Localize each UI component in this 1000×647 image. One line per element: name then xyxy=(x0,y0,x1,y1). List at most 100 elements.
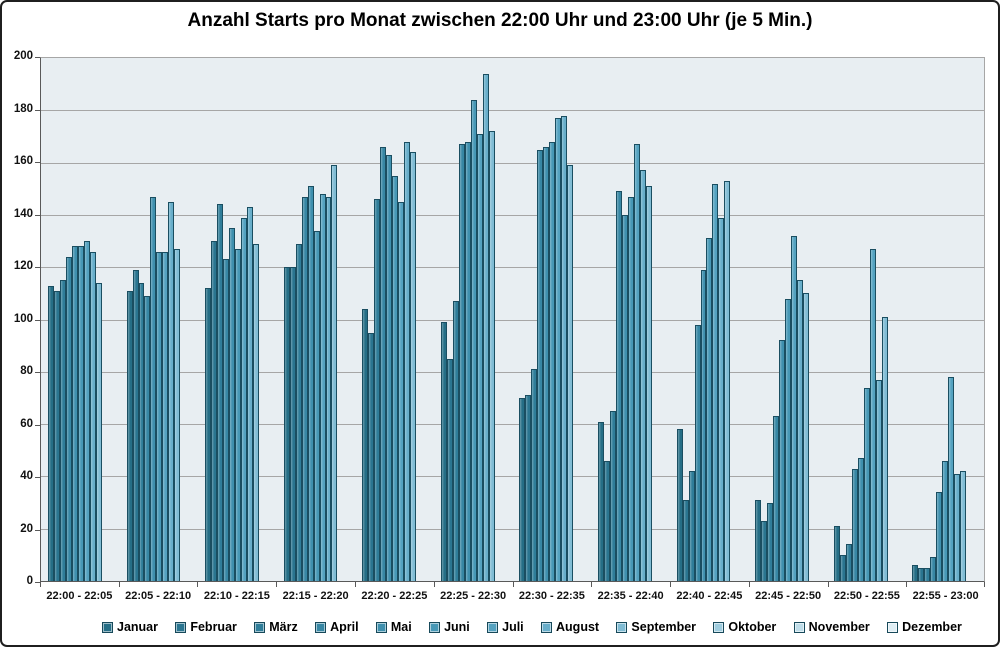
bar-februar-22:50-22:55 xyxy=(839,554,846,581)
bar-slot xyxy=(706,58,713,581)
y-tick xyxy=(35,424,40,426)
bar-mai-22:30-22:35 xyxy=(543,146,550,581)
bar-group xyxy=(670,58,749,581)
legend-swatch-icon xyxy=(541,621,553,633)
legend-item-juni: Juni xyxy=(429,620,470,634)
bar-februar-22:15-22:20 xyxy=(289,267,296,581)
bar-april-22:40-22:45 xyxy=(694,324,701,581)
legend-item-april: April xyxy=(315,620,359,634)
bar-slot xyxy=(633,58,640,581)
bar-april-22:35-22:40 xyxy=(615,191,622,581)
bar-slot xyxy=(537,58,544,581)
bar-september-22:45-22:50 xyxy=(802,293,809,581)
bar-mai-22:45-22:50 xyxy=(779,340,786,581)
y-tick-label: 60 xyxy=(20,417,33,430)
bar-august-22:30-22:35 xyxy=(561,115,568,581)
bar-mai-22:00-22:05 xyxy=(71,246,78,581)
bar-slot xyxy=(240,58,247,581)
x-tick xyxy=(669,582,671,587)
x-tick xyxy=(197,582,199,587)
bar-slot xyxy=(458,58,465,581)
bar-slot xyxy=(869,58,876,581)
bar-slot xyxy=(791,58,797,581)
legend-item-oktober: Oktober xyxy=(713,620,776,634)
bar-group xyxy=(827,58,906,581)
bar-slot xyxy=(289,58,296,581)
bar-slot xyxy=(688,58,695,581)
bar-januar-22:40-22:45 xyxy=(676,429,683,581)
bar-slot xyxy=(875,58,882,581)
bar-slot xyxy=(833,58,840,581)
bar-juli-22:30-22:35 xyxy=(555,118,562,581)
bar-slot xyxy=(301,58,308,581)
bar-juli-22:10-22:15 xyxy=(240,217,247,581)
y-tick-label: 40 xyxy=(20,470,33,482)
legend-item-februar: Februar xyxy=(175,620,237,634)
bar-september-22:20-22:25 xyxy=(410,152,417,581)
legend-item-dezember: Dezember xyxy=(887,620,962,634)
legend-swatch-icon xyxy=(793,621,805,633)
bar-slot xyxy=(918,58,925,581)
bar-slot xyxy=(313,58,320,581)
x-tick-label: 22:45 - 22:50 xyxy=(755,590,822,602)
legend-item-januar: Januar xyxy=(102,620,158,634)
bar-januar-22:05-22:10 xyxy=(126,290,133,581)
x-tick-label: 22:00 - 22:05 xyxy=(46,590,113,602)
legend-swatch-icon xyxy=(713,621,725,633)
y-tick xyxy=(35,529,40,531)
bar-januar-22:55-23:00 xyxy=(912,565,919,581)
bar-slot xyxy=(217,58,224,581)
bar-mai-22:20-22:25 xyxy=(386,154,393,581)
bar-slot xyxy=(773,58,780,581)
y-tick-label: 180 xyxy=(13,102,33,115)
bar-group xyxy=(434,58,513,581)
bar-februar-22:10-22:15 xyxy=(211,241,218,581)
bar-group xyxy=(277,58,356,581)
bar-slot xyxy=(863,58,870,581)
bar-slot xyxy=(694,58,701,581)
bar-slot xyxy=(229,58,235,581)
gridline xyxy=(41,110,984,112)
legend-item-august: August xyxy=(541,620,599,634)
bar-september-22:40-22:45 xyxy=(724,180,731,581)
x-tick xyxy=(276,582,278,587)
bar-april-22:55-23:00 xyxy=(930,557,937,581)
bar-slot xyxy=(912,58,919,581)
x-tick xyxy=(827,582,829,587)
bar-slot xyxy=(525,58,532,581)
bar-slot xyxy=(531,58,538,581)
bar-slot xyxy=(446,58,453,581)
bar-märz-22:30-22:35 xyxy=(531,369,538,581)
bar-slot xyxy=(482,58,489,581)
legend-item-märz: März xyxy=(254,620,298,634)
y-tick-label: 80 xyxy=(20,365,33,377)
bar-januar-22:15-22:20 xyxy=(283,267,290,581)
y-tick-label: 20 xyxy=(20,522,33,535)
bar-juli-22:35-22:40 xyxy=(633,144,640,581)
bar-august-22:15-22:20 xyxy=(325,196,332,581)
legend-swatch-icon xyxy=(887,621,899,633)
bar-slot xyxy=(767,58,774,581)
legend-label: Juni xyxy=(444,620,470,634)
legend-swatch-icon xyxy=(429,621,441,633)
legend-swatch-icon xyxy=(315,621,327,633)
bar-juni-22:00-22:05 xyxy=(77,246,84,581)
bar-slot xyxy=(930,58,937,581)
x-tick xyxy=(354,582,356,587)
bar-slot xyxy=(567,58,574,581)
legend-label: Mai xyxy=(390,620,412,634)
bar-september-22:30-22:35 xyxy=(567,165,574,581)
bar-januar-22:00-22:05 xyxy=(48,285,54,581)
bar-märz-22:10-22:15 xyxy=(217,204,224,581)
bar-juli-22:05-22:10 xyxy=(162,251,169,581)
bar-märz-22:40-22:45 xyxy=(688,471,695,581)
x-tick xyxy=(984,582,985,587)
bar-april-22:20-22:25 xyxy=(380,146,387,581)
x-tick-label: 22:10 - 22:15 xyxy=(203,590,270,602)
bar-april-22:05-22:10 xyxy=(144,295,151,581)
x-tick-label: 22:25 - 22:30 xyxy=(440,590,507,602)
bar-slot xyxy=(555,58,562,581)
bar-group xyxy=(591,58,670,581)
x-axis-labels: 22:00 - 22:05 22:05 - 22:10 22:10 - 22:15 2… xyxy=(40,590,985,602)
